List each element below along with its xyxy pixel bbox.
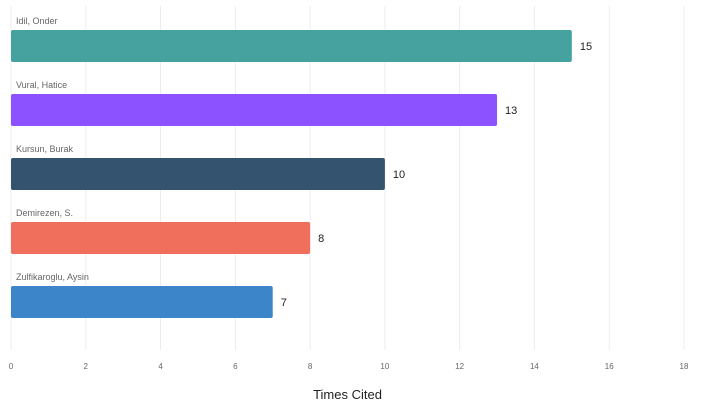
bars-group: Idil, Onder 15 Vural, Hatice 13 Kursun, Bura… (11, 16, 592, 318)
bar-value-label: 13 (505, 105, 517, 117)
x-tick-label: 2 (84, 362, 89, 371)
x-tick-label: 0 (9, 362, 14, 371)
bar-value-label: 15 (580, 41, 592, 53)
x-tick-label: 4 (158, 362, 163, 371)
category-label: Demirezen, S. (16, 208, 73, 218)
bar (11, 222, 311, 254)
bar-value-label: 8 (318, 233, 324, 245)
x-tick-label: 10 (380, 362, 389, 371)
category-label: Kursun, Burak (16, 144, 74, 154)
category-label: Zulfikaroglu, Aysin (16, 272, 89, 282)
bar-value-label: 7 (281, 297, 287, 309)
x-tick-label: 8 (308, 362, 313, 371)
bar (11, 30, 572, 62)
x-tick-label: 14 (530, 362, 539, 371)
x-axis-ticks: 0 2 4 6 8 10 12 14 16 18 (9, 362, 689, 371)
x-tick-label: 18 (680, 362, 689, 371)
x-axis-title: Times Cited (313, 387, 382, 402)
category-label: Idil, Onder (16, 16, 58, 26)
bar (11, 94, 498, 126)
bar (11, 286, 273, 318)
bar (11, 158, 385, 190)
bar-value-label: 10 (393, 169, 405, 181)
x-tick-label: 6 (233, 362, 238, 371)
category-label: Vural, Hatice (16, 80, 67, 90)
x-tick-label: 16 (605, 362, 614, 371)
x-tick-label: 12 (455, 362, 464, 371)
